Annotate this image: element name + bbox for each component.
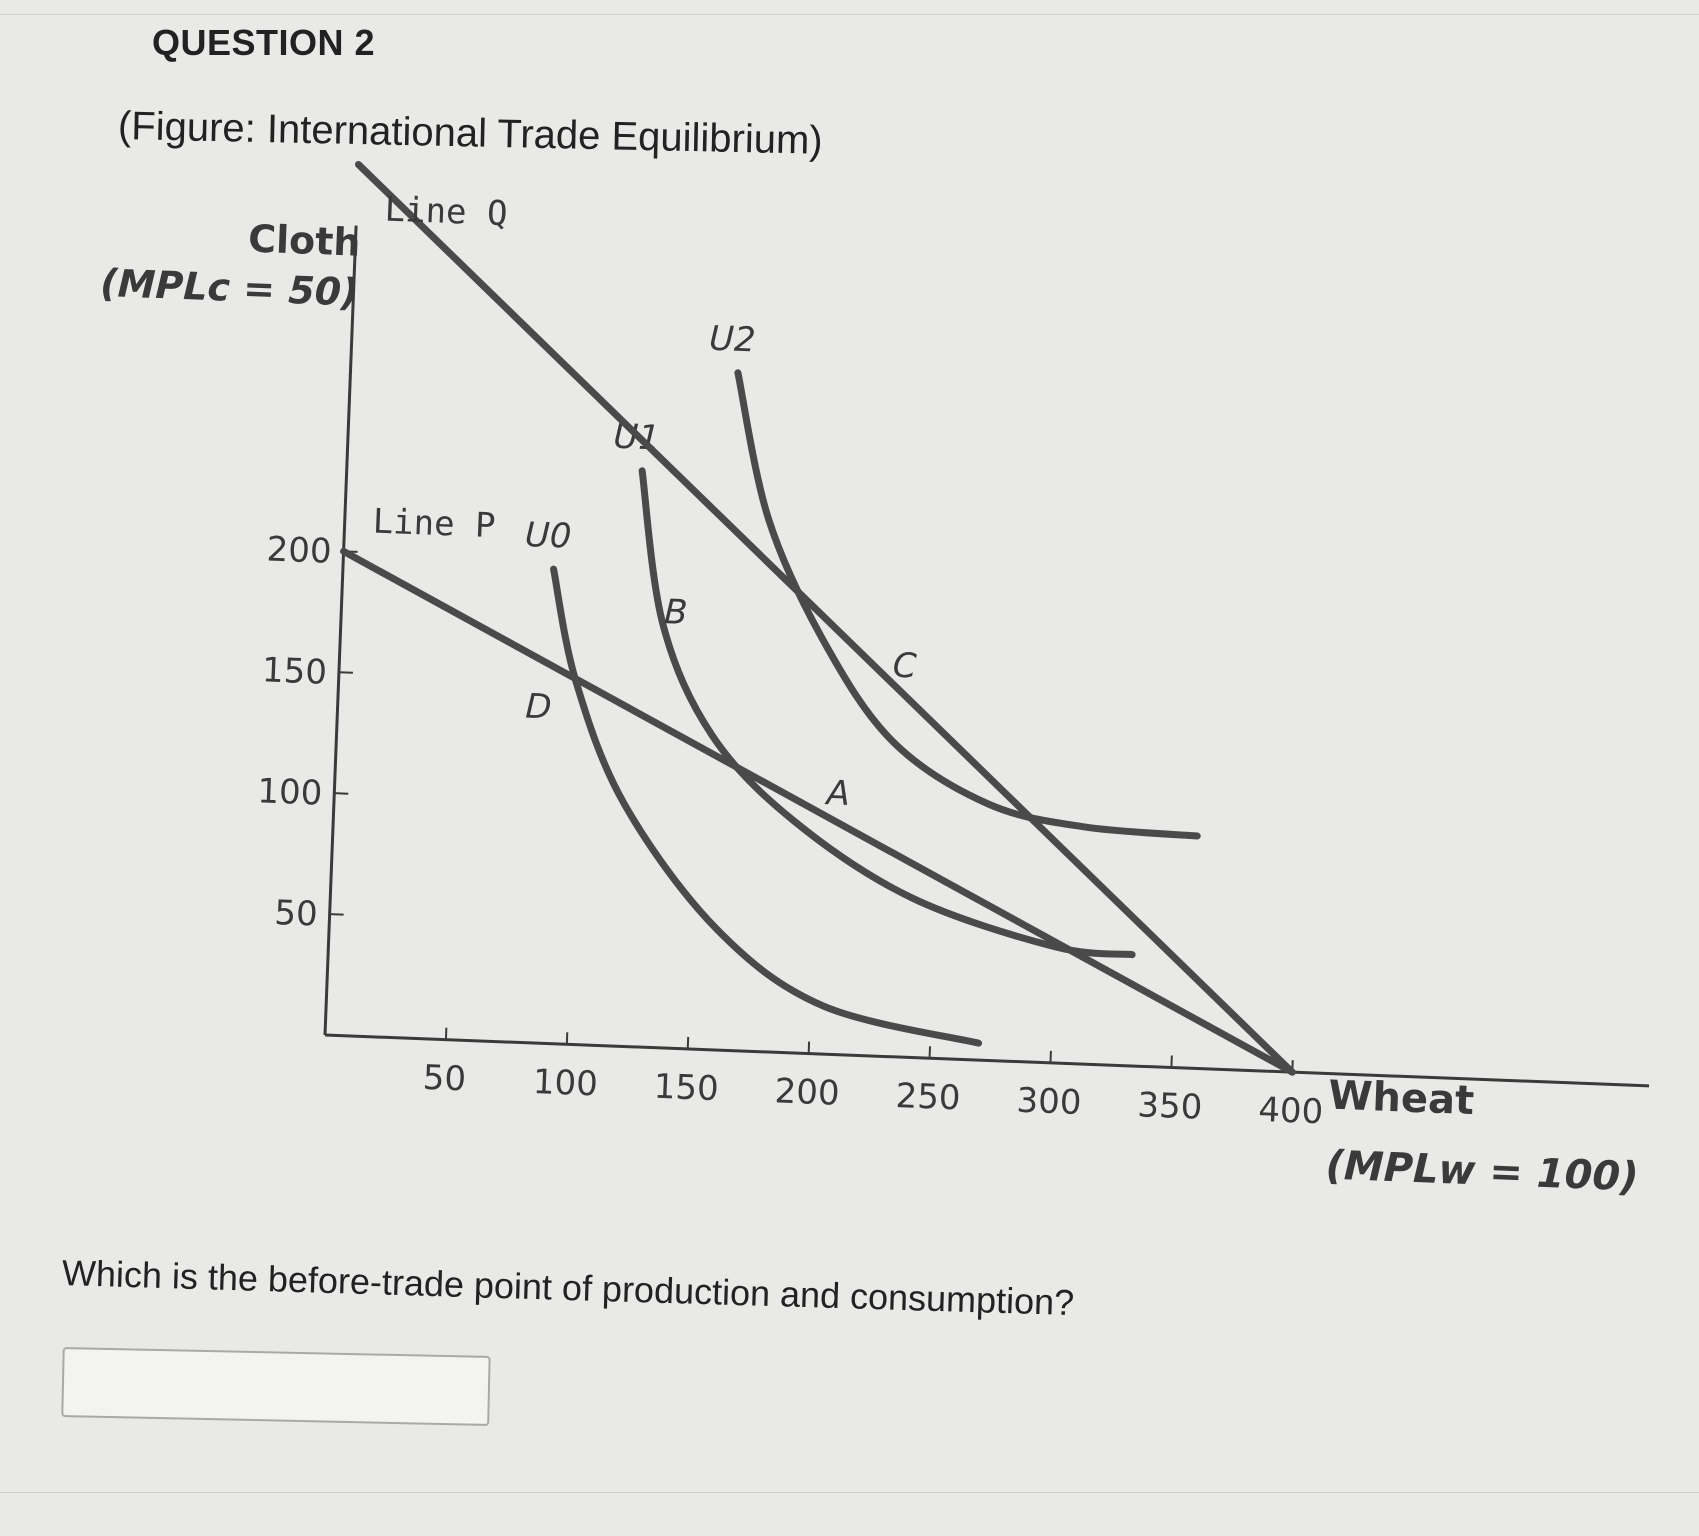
curve-label-u2: U2 bbox=[708, 319, 756, 361]
budget-line-q bbox=[354, 160, 1296, 1076]
y-tick-label: 150 bbox=[261, 650, 327, 692]
point-label-a: A bbox=[824, 773, 851, 814]
x-axis bbox=[324, 1033, 1650, 1088]
indifference-curve-u1 bbox=[638, 467, 1136, 959]
answer-input[interactable] bbox=[61, 1347, 491, 1426]
point-label-d: D bbox=[525, 687, 553, 728]
point-label-b: B bbox=[663, 592, 688, 633]
label-line-p: Line P bbox=[372, 501, 496, 546]
x-tick-label: 250 bbox=[895, 1076, 961, 1118]
x-tick-label: 200 bbox=[774, 1071, 840, 1113]
y-axis-label: Cloth bbox=[247, 216, 361, 264]
x-axis-label: Wheat bbox=[1328, 1073, 1476, 1125]
y-axis-sublabel: (MPLc = 50) bbox=[100, 261, 360, 315]
y-tick-label: 200 bbox=[266, 529, 332, 571]
x-tick-label: 50 bbox=[422, 1058, 467, 1100]
y-tick-mark bbox=[329, 913, 344, 916]
budget-line-p bbox=[340, 547, 1296, 1076]
x-axis-sublabel: (MPLw = 100) bbox=[1325, 1143, 1640, 1201]
y-tick-mark bbox=[338, 671, 353, 674]
point-label-c: C bbox=[892, 646, 918, 687]
y-tick-label: 100 bbox=[257, 771, 323, 813]
x-tick-label: 300 bbox=[1016, 1081, 1082, 1123]
question-number: QUESTION 2 bbox=[152, 22, 376, 63]
bottom-divider bbox=[0, 1492, 1699, 1493]
x-tick-label: 350 bbox=[1137, 1085, 1203, 1127]
indifference-curve-u2 bbox=[734, 369, 1201, 840]
x-tick-label: 150 bbox=[653, 1067, 719, 1109]
y-tick-label: 50 bbox=[274, 893, 319, 935]
curve-label-u0: U0 bbox=[524, 515, 572, 557]
x-tick-label: 100 bbox=[532, 1062, 598, 1104]
label-line-q: Line Q bbox=[384, 189, 508, 234]
y-tick-mark bbox=[334, 792, 349, 795]
top-divider bbox=[0, 14, 1699, 15]
indifference-curve-u0 bbox=[550, 565, 983, 1047]
y-axis bbox=[323, 225, 358, 1036]
x-tick-label: 400 bbox=[1258, 1090, 1324, 1132]
